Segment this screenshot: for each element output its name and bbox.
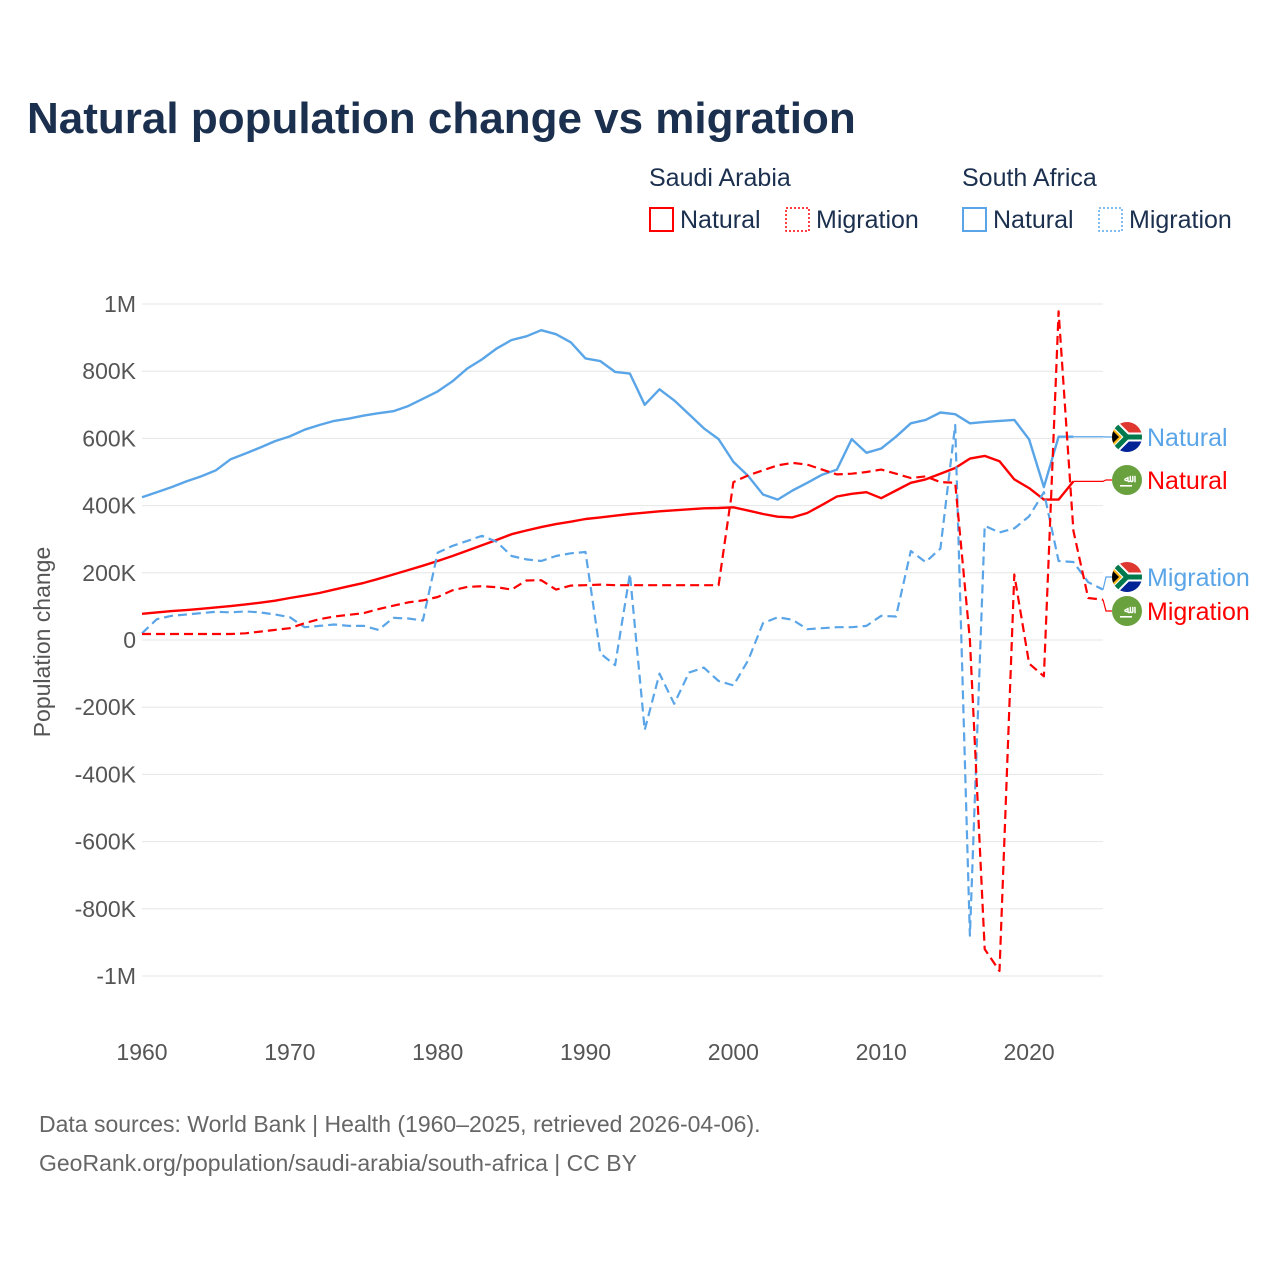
chart-title: Natural population change vs migration bbox=[27, 94, 856, 143]
y-tick-label: 800K bbox=[82, 358, 136, 384]
x-tick-label: 1990 bbox=[560, 1039, 611, 1065]
y-tick-label: 600K bbox=[82, 425, 136, 451]
legend-swatch-natural bbox=[649, 207, 674, 232]
x-axis: 1960 1970 1980 1990 2000 2010 2020 bbox=[116, 1039, 1054, 1065]
flag-green bbox=[1112, 465, 1142, 495]
legend-swatch-migration bbox=[785, 207, 810, 232]
end-label-south-africa-migration: Migration bbox=[1147, 564, 1250, 592]
legend-item-natural: Natural bbox=[993, 206, 1074, 234]
legend-swatch-migration bbox=[1098, 207, 1123, 232]
flag-green-band bbox=[1125, 434, 1142, 440]
y-axis: 1M 800K 600K 400K 200K 0 -200K -400K -600K -800K -… bbox=[75, 291, 137, 989]
label-leader bbox=[1102, 576, 1112, 590]
y-tick-label: -800K bbox=[75, 896, 137, 922]
legend-group-title: Saudi Arabia bbox=[649, 164, 791, 192]
flag-green-band bbox=[1125, 574, 1142, 580]
source-note: Data sources: World Bank | Health (1960–… bbox=[39, 1111, 761, 1137]
label-leader bbox=[1073, 479, 1112, 483]
legend-swatch-natural bbox=[962, 207, 987, 232]
series-lines bbox=[141, 310, 1104, 973]
end-label-south-africa-natural: Natural bbox=[1147, 424, 1228, 452]
y-tick-label: 0 bbox=[123, 627, 136, 653]
source-link[interactable]: GeoRank.org/population/saudi-arabia/sout… bbox=[39, 1150, 637, 1176]
series-line-south-africa-natural bbox=[141, 329, 1074, 501]
series-line-saudi-arabia-migration bbox=[142, 310, 1104, 973]
y-tick-label: -1M bbox=[96, 963, 136, 989]
south-africa-flag-icon bbox=[1112, 562, 1142, 592]
legend-item-migration: Migration bbox=[816, 206, 919, 234]
series-line-saudi-arabia-natural bbox=[141, 454, 1075, 615]
flag-green bbox=[1112, 596, 1142, 626]
flag-body bbox=[1112, 562, 1142, 592]
label-leader bbox=[1102, 599, 1112, 612]
legend: Saudi Arabia Natural Migration South Africa… bbox=[649, 164, 1232, 234]
series-line-south-africa-migration bbox=[141, 423, 1104, 937]
y-tick-label: 1M bbox=[104, 291, 136, 317]
y-tick-label: -400K bbox=[75, 761, 137, 787]
south-africa-flag-icon bbox=[1112, 422, 1142, 452]
end-label-saudi-arabia-migration: Migration bbox=[1147, 598, 1250, 626]
flag-sword bbox=[1120, 485, 1132, 487]
x-tick-label: 2020 bbox=[1003, 1039, 1054, 1065]
x-tick-label: 1970 bbox=[264, 1039, 315, 1065]
x-tick-label: 1980 bbox=[412, 1039, 463, 1065]
flag-black bbox=[1112, 570, 1119, 584]
flag-body bbox=[1112, 422, 1142, 452]
legend-group-title: South Africa bbox=[962, 164, 1097, 192]
grid bbox=[142, 303, 1103, 977]
flag-sword bbox=[1120, 616, 1132, 618]
saudi-arabia-flag-icon: ﷲ bbox=[1112, 465, 1142, 495]
saudi-arabia-flag-icon: ﷲ bbox=[1112, 596, 1142, 626]
y-axis-label: Population change bbox=[29, 547, 55, 738]
y-tick-label: 200K bbox=[82, 560, 136, 586]
legend-item-natural: Natural bbox=[680, 206, 761, 234]
y-tick-label: 400K bbox=[82, 493, 136, 519]
x-tick-label: 2010 bbox=[856, 1039, 907, 1065]
x-tick-label: 1960 bbox=[116, 1039, 167, 1065]
x-tick-label: 2000 bbox=[708, 1039, 759, 1065]
legend-item-migration: Migration bbox=[1129, 206, 1232, 234]
end-label-saudi-arabia-natural: Natural bbox=[1147, 467, 1228, 495]
y-tick-label: -600K bbox=[75, 829, 137, 855]
flag-black bbox=[1112, 430, 1119, 444]
y-tick-label: -200K bbox=[75, 694, 137, 720]
